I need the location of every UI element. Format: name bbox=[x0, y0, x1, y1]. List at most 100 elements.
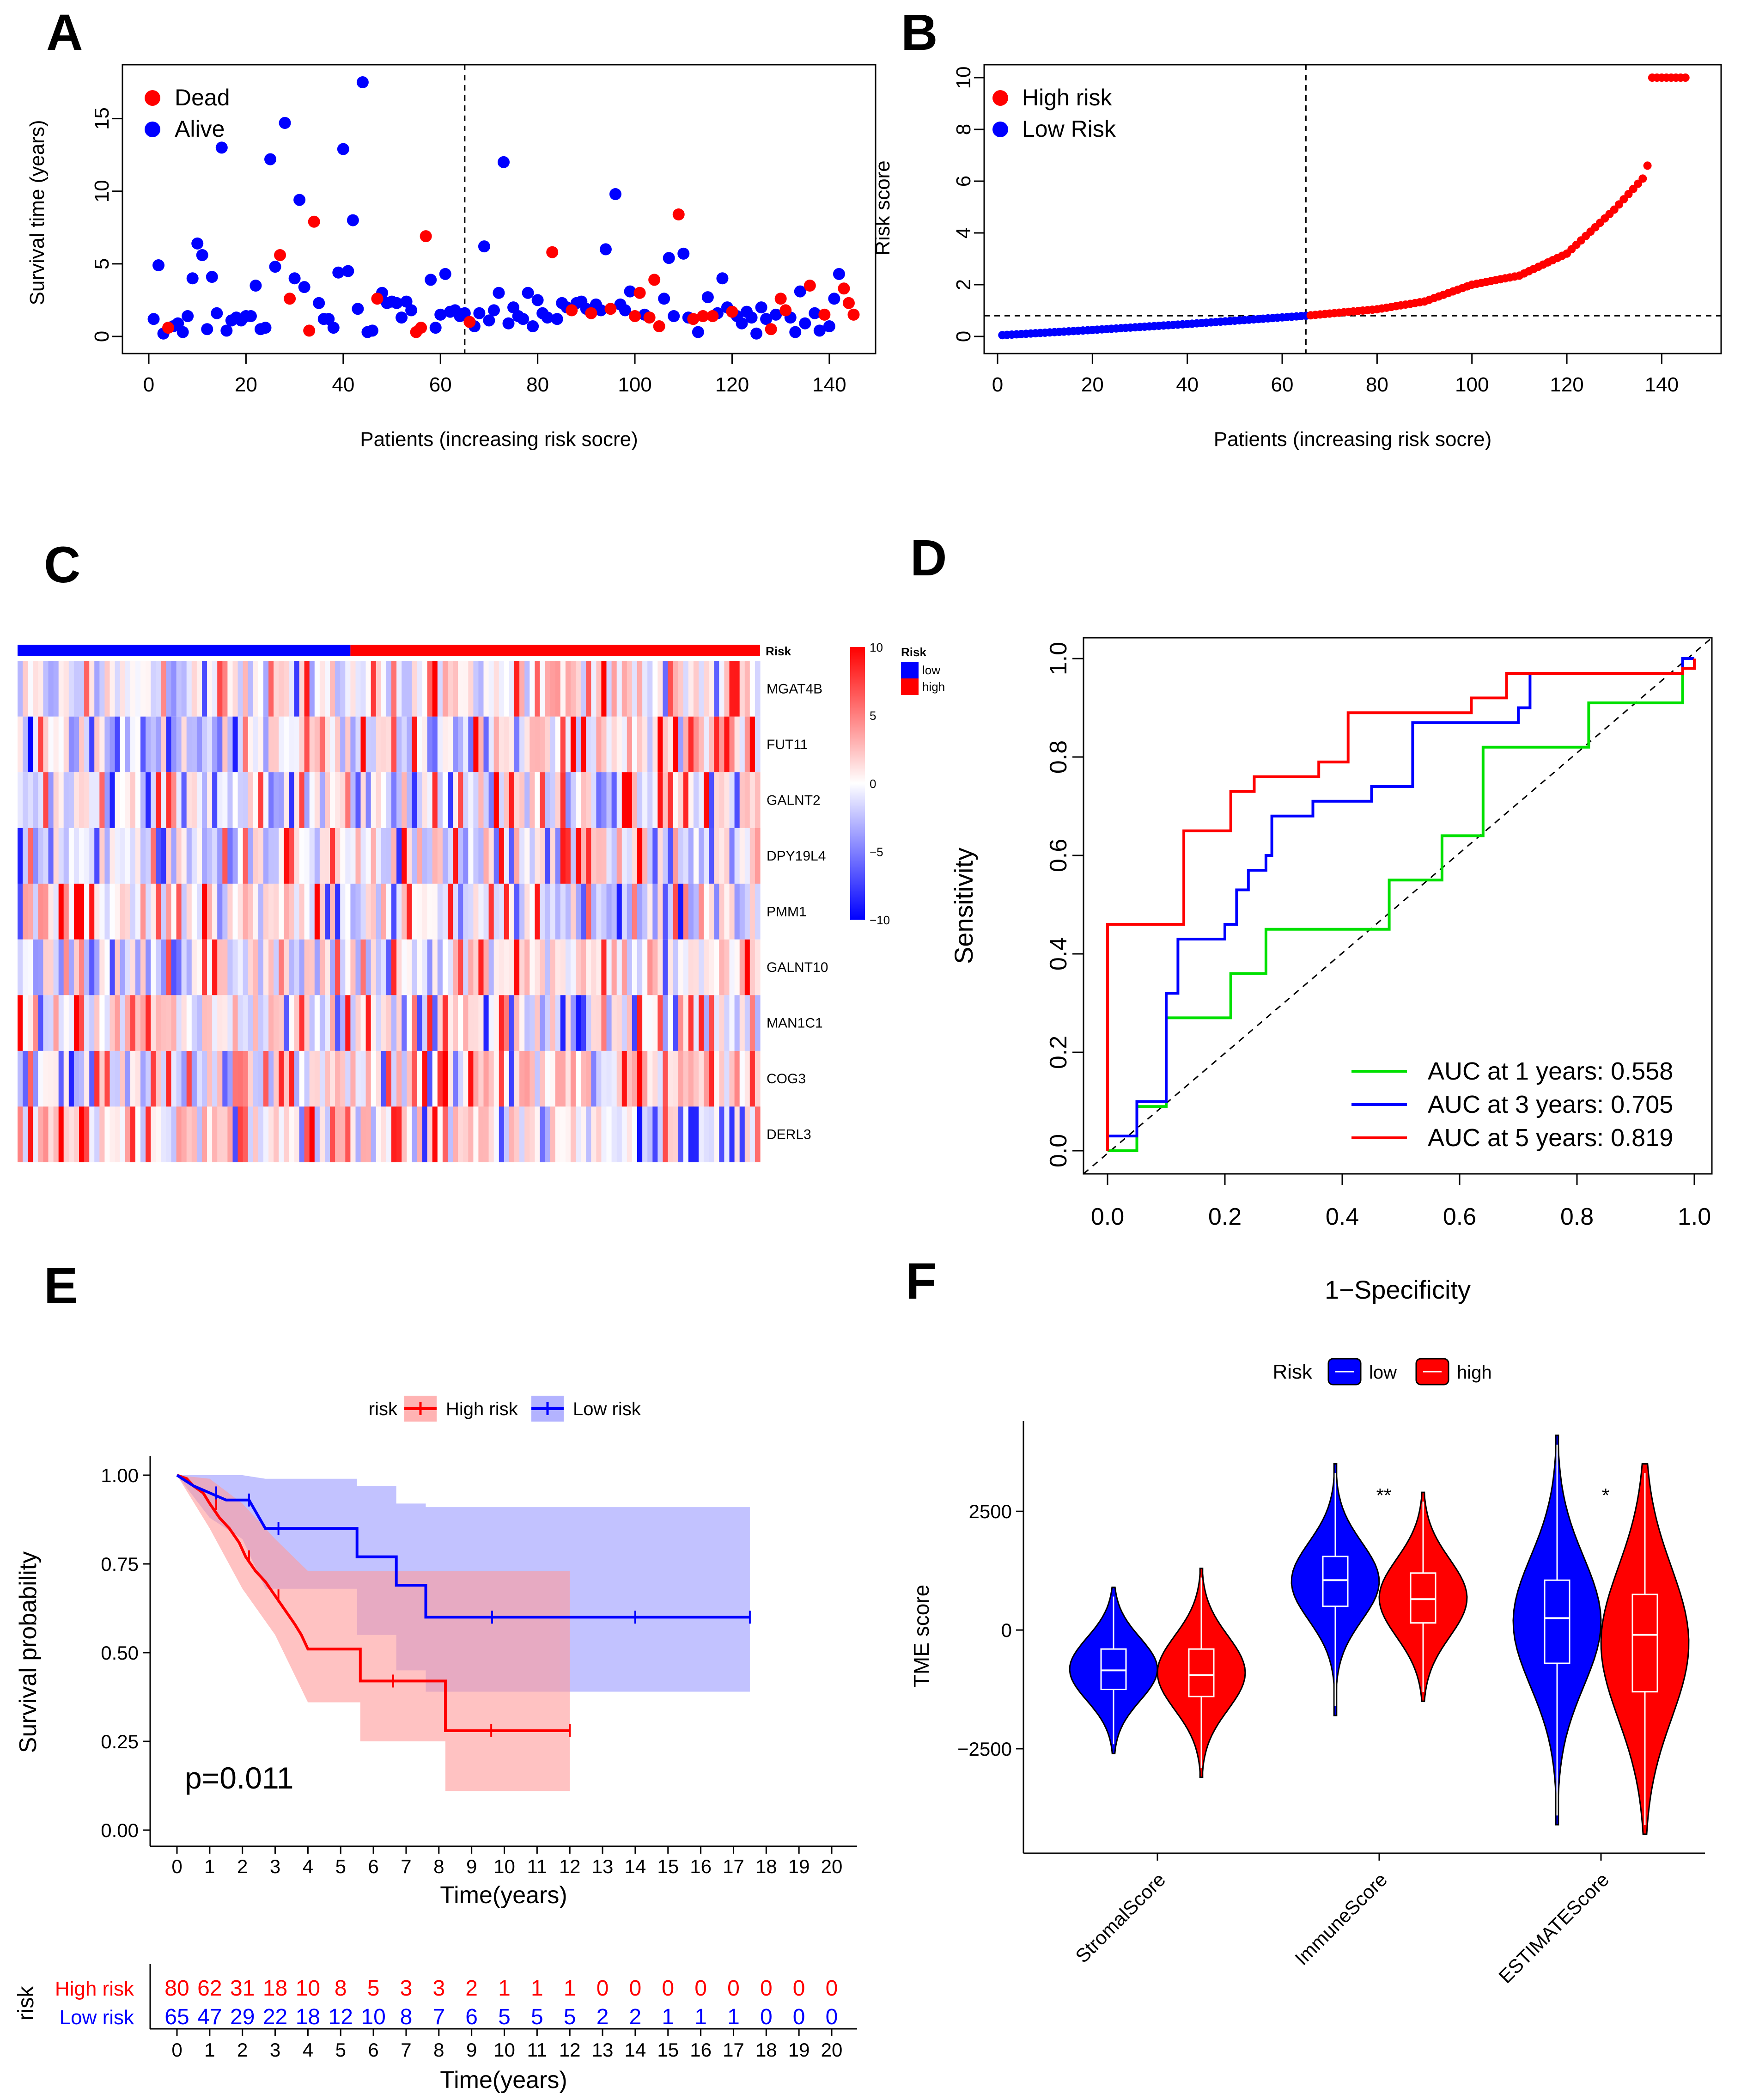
heatmap-cell bbox=[724, 828, 730, 884]
heatmap-cell bbox=[84, 1050, 90, 1107]
heatmap-cell bbox=[591, 716, 597, 773]
heatmap-cell bbox=[63, 939, 69, 995]
heatmap-cell bbox=[289, 995, 295, 1051]
heatmap-cell bbox=[709, 995, 714, 1051]
heatmap-cell bbox=[396, 884, 402, 940]
heatmap-cell bbox=[616, 939, 622, 995]
heatmap-cell bbox=[263, 1106, 269, 1162]
heatmap-cell bbox=[699, 939, 704, 995]
heatmap-cell bbox=[365, 1050, 371, 1107]
heatmap-cell bbox=[294, 939, 300, 995]
heatmap-cell bbox=[140, 1050, 146, 1107]
heatmap-cell bbox=[140, 884, 146, 940]
heatmap-cell bbox=[678, 828, 684, 884]
heatmap-cell bbox=[360, 1050, 366, 1107]
heatmap-cell bbox=[729, 716, 735, 773]
heatmap-cell bbox=[202, 995, 207, 1051]
heatmap-cell bbox=[545, 661, 551, 717]
heatmap-cell bbox=[243, 1106, 249, 1162]
heatmap-cell bbox=[560, 661, 566, 717]
heatmap-cell bbox=[755, 716, 761, 773]
heatmap-cell bbox=[237, 884, 243, 940]
heatmap-cell bbox=[391, 828, 397, 884]
heatmap-cell bbox=[744, 995, 750, 1051]
heatmap-cell bbox=[596, 1050, 602, 1107]
heatmap-cell bbox=[73, 1106, 79, 1162]
heatmap-cell bbox=[232, 772, 238, 828]
heatmap-cell bbox=[99, 772, 105, 828]
significance-mark: * bbox=[1602, 1484, 1609, 1506]
alive-point bbox=[609, 188, 621, 200]
heatmap-cell bbox=[79, 995, 85, 1051]
heatmap-cell bbox=[386, 939, 392, 995]
heatmap-cell bbox=[330, 772, 335, 828]
heatmap-cell bbox=[68, 772, 74, 828]
heatmap-cell bbox=[611, 995, 617, 1051]
heatmap-cell bbox=[596, 828, 602, 884]
heatmap-cell bbox=[673, 1050, 679, 1107]
x-tick-label: 0 bbox=[992, 373, 1003, 396]
heatmap-cell bbox=[196, 716, 202, 773]
heatmap-cell bbox=[79, 884, 85, 940]
heatmap-cell bbox=[704, 661, 709, 717]
heatmap-cell bbox=[248, 661, 254, 717]
heatmap-cell bbox=[365, 884, 371, 940]
heatmap-cell bbox=[704, 1106, 709, 1162]
alive-point bbox=[356, 76, 369, 88]
risk-table-count: 0 bbox=[826, 2005, 838, 2029]
heatmap-cell bbox=[330, 661, 335, 717]
heatmap-cell bbox=[545, 1106, 551, 1162]
box-iqr bbox=[1188, 1648, 1215, 1697]
scale-tick-label: −5 bbox=[870, 845, 883, 859]
heatmap-cell bbox=[309, 1106, 315, 1162]
heatmap-cell bbox=[33, 1050, 38, 1107]
heatmap-cell bbox=[478, 1050, 484, 1107]
heatmap-cell bbox=[719, 772, 724, 828]
heatmap-cell bbox=[33, 716, 38, 773]
heatmap-cell bbox=[258, 884, 264, 940]
y-tick-label: 0.2 bbox=[1045, 1036, 1072, 1069]
heatmap-cell bbox=[545, 995, 551, 1051]
heatmap-cell bbox=[181, 1050, 187, 1107]
heatmap-cell bbox=[668, 1050, 674, 1107]
heatmap-cell bbox=[222, 1050, 228, 1107]
heatmap-cell bbox=[524, 661, 530, 717]
risk-table-count: 18 bbox=[296, 2005, 320, 2029]
heatmap-cell bbox=[519, 661, 525, 717]
heatmap-cell bbox=[319, 828, 325, 884]
heatmap-cell bbox=[365, 661, 371, 717]
heatmap-cell bbox=[181, 716, 187, 773]
heatmap-cell bbox=[504, 1050, 510, 1107]
heatmap-cell bbox=[319, 1050, 325, 1107]
heatmap-cell bbox=[68, 828, 74, 884]
heatmap-cell bbox=[570, 995, 576, 1051]
heatmap-cell bbox=[48, 995, 54, 1051]
risk-table-count: 0 bbox=[597, 1976, 609, 2001]
heatmap-cell bbox=[652, 884, 658, 940]
heatmap-cell bbox=[673, 772, 679, 828]
heatmap-cell bbox=[734, 716, 740, 773]
heatmap-cell bbox=[647, 884, 653, 940]
heatmap-cell bbox=[391, 1106, 397, 1162]
heatmap-cell bbox=[463, 1106, 469, 1162]
y-tick-label: 1.00 bbox=[101, 1465, 139, 1486]
heatmap-cell bbox=[724, 995, 730, 1051]
heatmap-cell bbox=[258, 716, 264, 773]
heatmap-cell bbox=[232, 1106, 238, 1162]
heatmap-cell bbox=[386, 716, 392, 773]
heatmap-cell bbox=[330, 716, 335, 773]
gene-label: DERL3 bbox=[767, 1127, 811, 1142]
heatmap-cell bbox=[530, 1106, 535, 1162]
heatmap-cell bbox=[253, 884, 259, 940]
heatmap-cell bbox=[637, 772, 643, 828]
alive-point bbox=[483, 314, 495, 327]
heatmap-cell bbox=[463, 661, 469, 717]
alive-point bbox=[823, 320, 835, 332]
heatmap-cell bbox=[545, 1050, 551, 1107]
y-tick-label: 10 bbox=[952, 67, 975, 89]
heatmap-cell bbox=[488, 661, 494, 717]
heatmap-cell bbox=[565, 1106, 571, 1162]
heatmap-cell bbox=[279, 828, 284, 884]
x-tick-label: 0 bbox=[143, 373, 154, 396]
heatmap-cell bbox=[166, 939, 172, 995]
